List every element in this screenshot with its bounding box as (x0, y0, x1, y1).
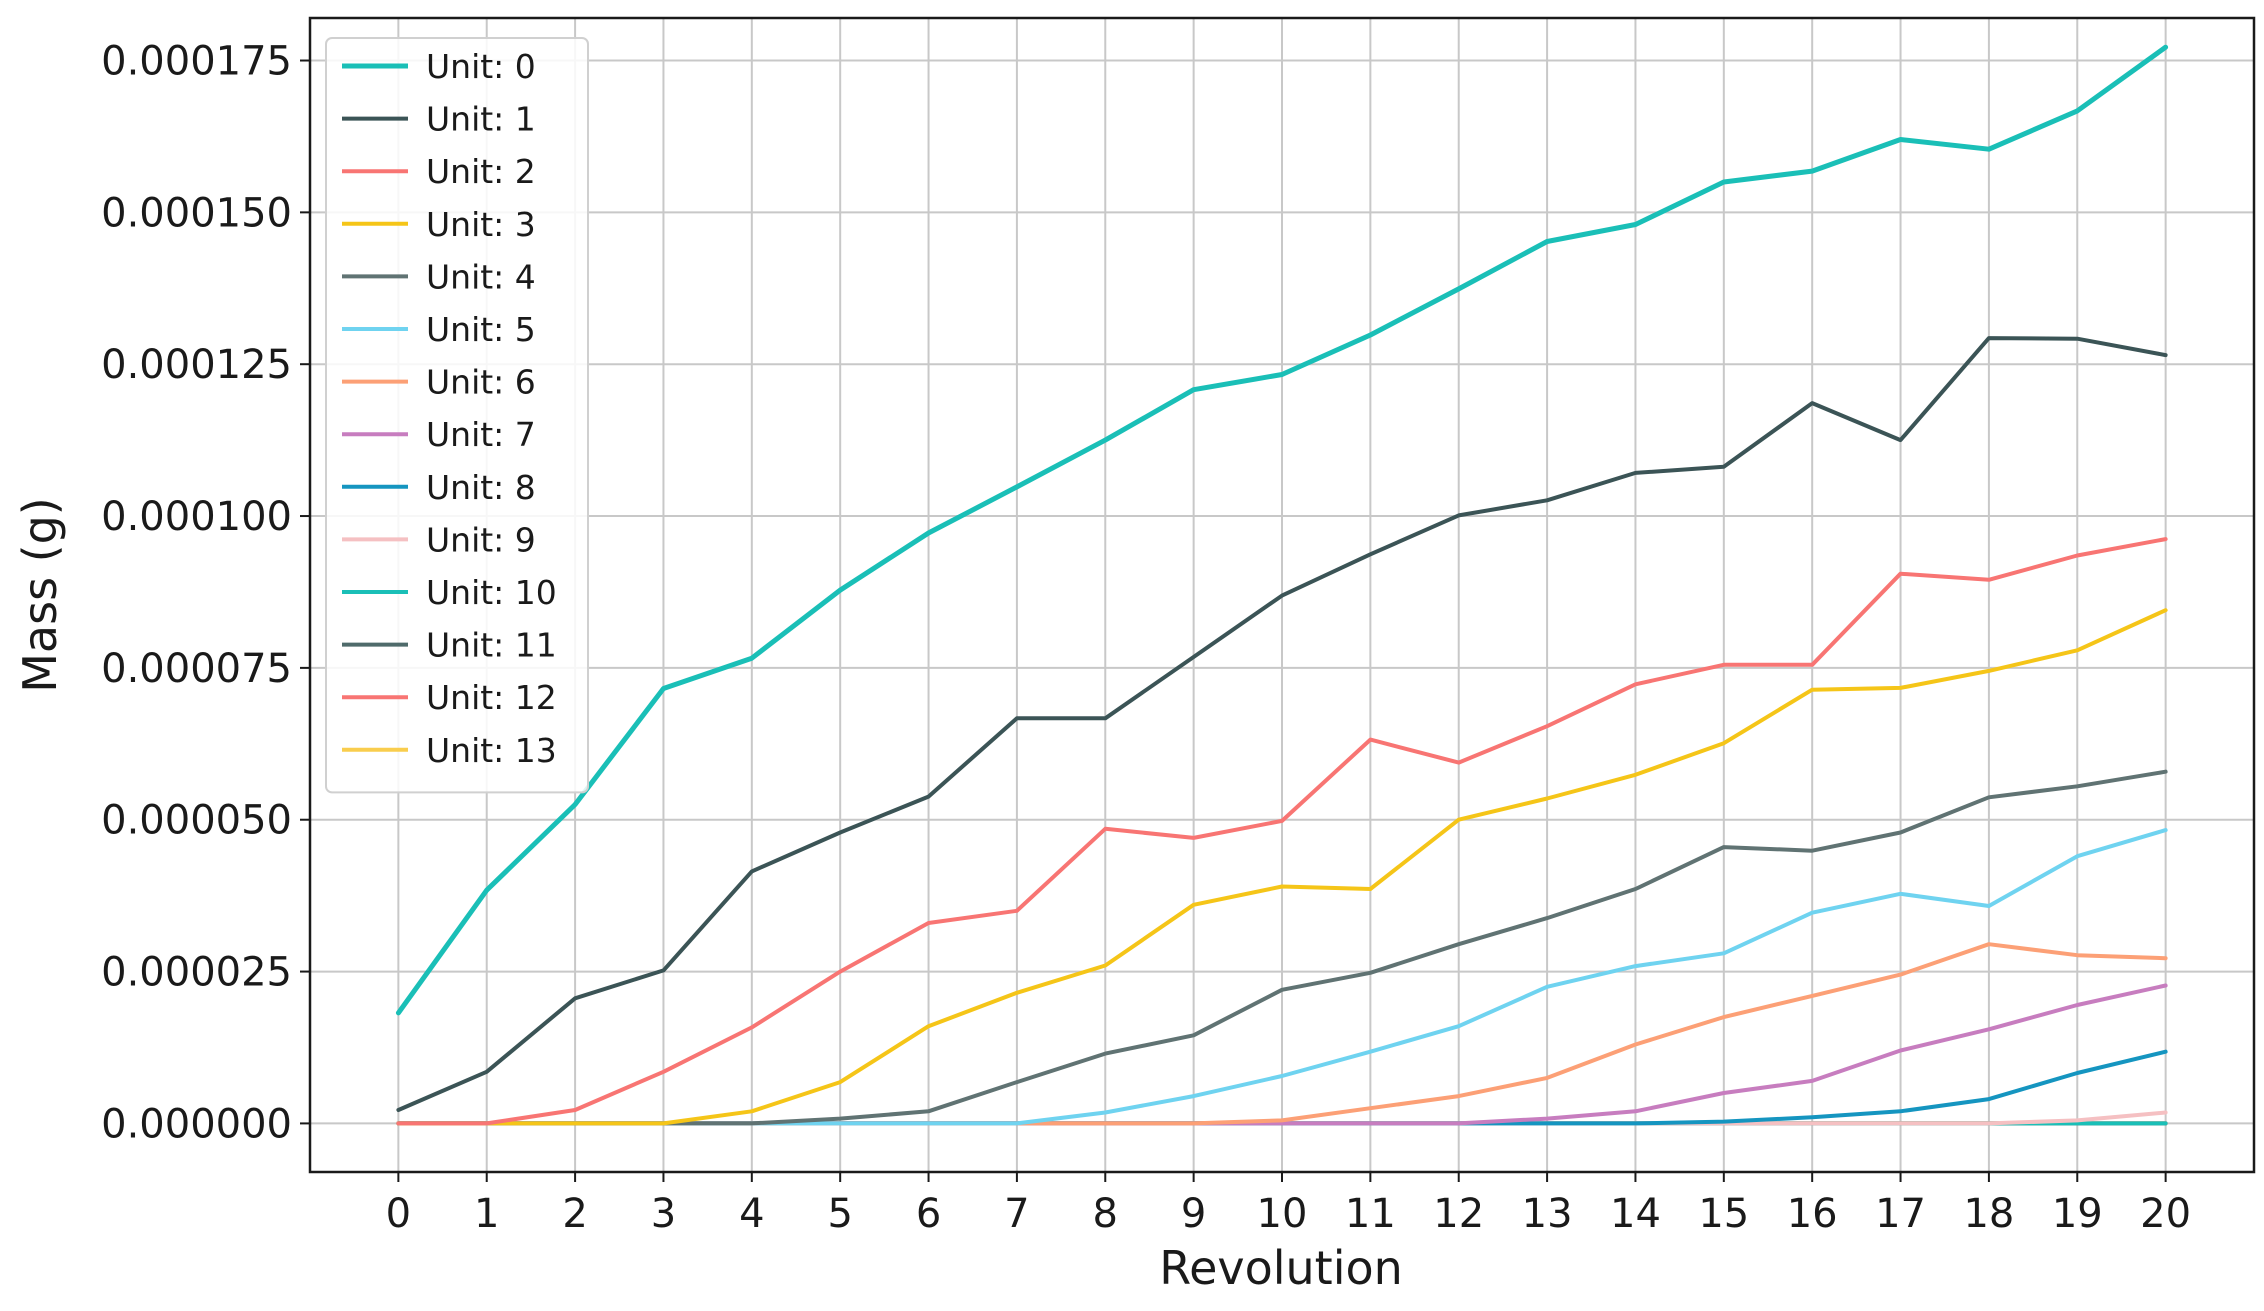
x-tick-label: 17 (1875, 1191, 1926, 1237)
legend-entry-label: Unit: 7 (426, 415, 536, 454)
x-tick-label: 2 (562, 1191, 587, 1237)
series-line-unit-3 (396, 608, 2168, 1126)
x-axis-label: Revolution (1159, 1241, 1403, 1295)
legend-entry-label: Unit: 13 (426, 731, 557, 770)
legend-entry-label: Unit: 2 (426, 152, 536, 191)
legend-entry-label: Unit: 10 (426, 573, 557, 612)
legend-box (325, 37, 589, 794)
y-axis-label: Mass (g) (13, 497, 67, 693)
x-tick-label: 16 (1787, 1191, 1838, 1237)
legend-entry-label: Unit: 12 (426, 678, 557, 717)
x-tick-label: 20 (2140, 1191, 2191, 1237)
legend-entry-label: Unit: 0 (426, 47, 536, 86)
legend-entry-label: Unit: 4 (426, 257, 536, 296)
x-tick-label: 1 (474, 1191, 499, 1237)
x-tick-label: 9 (1181, 1191, 1206, 1237)
y-tick-label: 0.000100 (101, 494, 292, 540)
y-tick-label: 0.000000 (101, 1101, 292, 1147)
x-tick-label: 6 (916, 1191, 941, 1237)
legend-entry-label: Unit: 5 (426, 310, 536, 349)
x-tick-label: 10 (1257, 1191, 1308, 1237)
x-axis-ticks: 0 1 2 3 4 5 6 7 8 9 10 11 12 13 14 15 16 17 18 19 20 (386, 1172, 2191, 1237)
y-tick-label: 0.000025 (101, 950, 292, 996)
x-tick-label: 5 (827, 1191, 852, 1237)
series-line-unit-4 (396, 769, 2168, 1126)
x-tick-label: 11 (1345, 1191, 1396, 1237)
series-line-unit-0 (395, 44, 2169, 1016)
x-tick-label: 4 (739, 1191, 764, 1237)
x-tick-label: 14 (1610, 1191, 1661, 1237)
x-tick-label: 0 (386, 1191, 411, 1237)
y-tick-label: 0.000125 (101, 342, 292, 388)
series-line-unit-1 (396, 336, 2168, 1112)
x-tick-label: 3 (651, 1191, 676, 1237)
legend-entry-label: Unit: 11 (426, 626, 557, 665)
legend-entry-label: Unit: 6 (426, 363, 536, 402)
y-axis-ticks: 0.000000 0.000025 0.000050 0.000075 0.000100… (101, 39, 310, 1147)
y-tick-label: 0.000075 (101, 646, 292, 692)
series-lines (395, 44, 2169, 1126)
x-tick-label: 12 (1433, 1191, 1484, 1237)
x-tick-label: 7 (1004, 1191, 1029, 1237)
x-tick-label: 19 (2052, 1191, 2103, 1237)
y-tick-label: 0.000175 (101, 39, 292, 85)
legend-entry-label: Unit: 3 (426, 205, 536, 244)
series-line-unit-2 (396, 537, 2168, 1126)
y-tick-label: 0.000050 (101, 798, 292, 844)
x-tick-label: 13 (1522, 1191, 1573, 1237)
x-tick-label: 18 (1963, 1191, 2014, 1237)
legend-entry-label: Unit: 9 (426, 520, 536, 559)
y-tick-label: 0.000150 (101, 190, 292, 236)
legend-entry-label: Unit: 8 (426, 468, 536, 507)
x-tick-label: 15 (1698, 1191, 1749, 1237)
x-tick-label: 8 (1093, 1191, 1118, 1237)
legend: Unit: 0 Unit: 1 Unit: 2 Unit: 3 Unit: 4 Unit:… (325, 37, 589, 794)
legend-entry-label: Unit: 1 (426, 100, 536, 139)
